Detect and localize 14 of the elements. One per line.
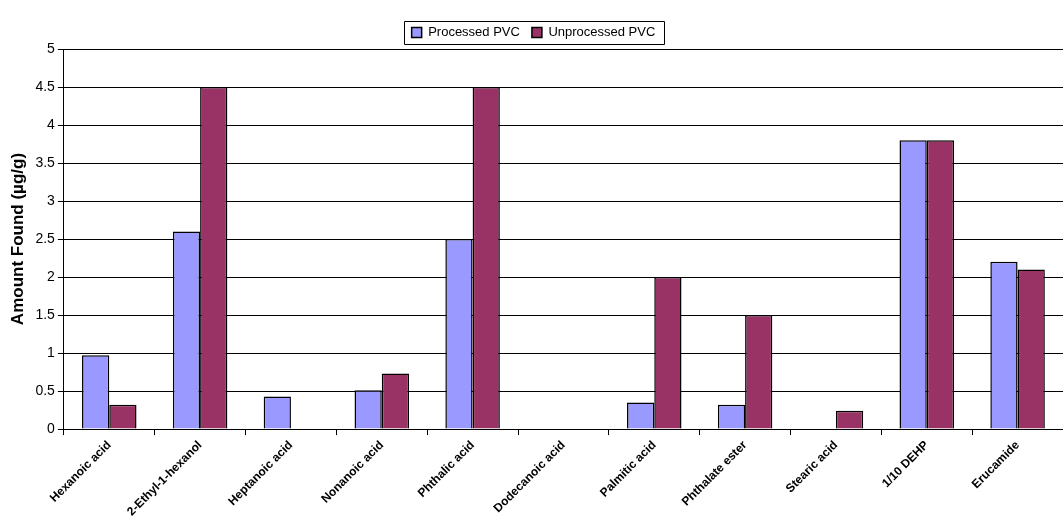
y-tick-label: 3.5 [35,153,56,170]
y-tick-label: 5 [47,39,56,56]
y-tick-label: 1.5 [35,305,56,322]
y-tick-label: 4 [47,115,56,132]
y-axis-title: Amount Found (µg/g) [7,152,27,326]
y-tick-label: 2 [47,267,56,284]
y-tick-label: 1 [47,343,56,360]
y-tick-label: 3 [47,191,56,208]
y-tick-label: 0.5 [35,381,56,398]
y-tick-label: 4.5 [35,77,56,94]
legend-label: Unprocessed PVC [548,24,656,40]
legend-label: Processed PVC [428,24,520,40]
y-tick-label: 2.5 [35,229,56,246]
y-tick-label: 0 [47,419,56,436]
